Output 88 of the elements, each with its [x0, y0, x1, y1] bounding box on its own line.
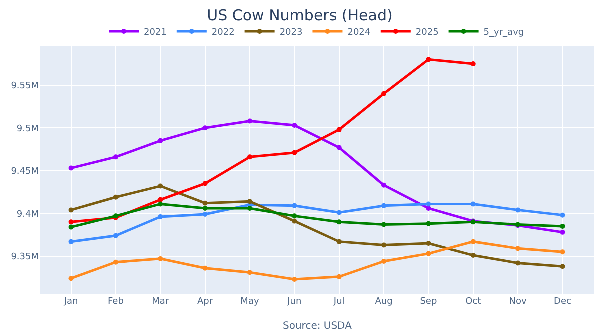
point [382, 259, 387, 264]
chart-title: US Cow Numbers (Head) [207, 6, 393, 25]
x-tick-label: Apr [198, 297, 214, 307]
point [426, 241, 432, 246]
point [292, 123, 298, 128]
point [560, 250, 566, 255]
point [247, 154, 252, 160]
point [247, 118, 252, 124]
point [158, 256, 164, 262]
point [292, 218, 298, 224]
x-tick-label: Jul [332, 297, 345, 307]
legend-label: 2024 [348, 28, 371, 38]
x-tick-label: Oct [466, 297, 482, 307]
point [382, 203, 387, 208]
point [113, 194, 118, 200]
point [470, 202, 476, 207]
legend-label: 2022 [212, 28, 235, 38]
x-tick-label: May [240, 297, 260, 307]
point [470, 239, 476, 244]
point [113, 260, 118, 265]
point [292, 214, 298, 219]
point [68, 224, 74, 230]
point [336, 239, 342, 244]
x-tick-label: Jan [63, 297, 78, 307]
point [158, 184, 164, 189]
point [336, 145, 342, 150]
point [560, 230, 566, 235]
point [516, 208, 521, 213]
y-tick-label: 9.4M [16, 210, 39, 220]
x-tick-label: Mar [152, 297, 170, 307]
point [202, 212, 208, 217]
point [470, 61, 476, 66]
y-tick-label: 9.55M [11, 81, 39, 92]
point [202, 266, 208, 271]
point [292, 150, 298, 156]
point [158, 197, 164, 202]
point [382, 222, 387, 228]
point [113, 233, 118, 238]
point [113, 154, 118, 160]
point [158, 214, 164, 220]
legend-label: 2021 [144, 28, 167, 38]
point [158, 138, 164, 144]
point [336, 220, 342, 225]
point [247, 206, 252, 211]
point [426, 202, 432, 207]
point [560, 264, 566, 270]
point [560, 224, 566, 229]
point [202, 181, 208, 186]
point [426, 57, 432, 62]
point [202, 200, 208, 206]
point [292, 203, 298, 208]
point [68, 220, 74, 225]
x-tick-label: Dec [554, 297, 572, 307]
x-tick-label: Sep [420, 297, 438, 307]
legend-label: 2025 [416, 28, 439, 38]
point [68, 208, 74, 213]
y-tick-label: 9.35M [11, 252, 39, 263]
y-tick-label: 9.45M [11, 167, 39, 178]
point [382, 182, 387, 188]
point [516, 246, 521, 252]
point [560, 212, 566, 218]
point [336, 210, 342, 216]
point [426, 251, 432, 256]
source-note: Source: USDA [283, 321, 352, 332]
point [336, 274, 342, 280]
point [382, 91, 387, 96]
point [247, 270, 252, 276]
point [68, 276, 74, 282]
point [426, 206, 432, 211]
x-tick-label: Aug [375, 297, 393, 307]
point [470, 253, 476, 258]
legend-label: 2023 [280, 28, 303, 38]
point [247, 199, 252, 204]
x-tick-label: Jun [286, 297, 302, 307]
x-tick-label: Nov [509, 297, 528, 307]
y-tick-label: 9.5M [16, 124, 39, 134]
point [382, 242, 387, 248]
point [202, 206, 208, 211]
point [426, 221, 432, 226]
point [68, 239, 74, 244]
point [202, 126, 208, 131]
x-tick-label: Feb [108, 297, 124, 307]
point [336, 127, 342, 132]
point [516, 260, 521, 266]
point [292, 276, 298, 282]
point [158, 202, 164, 207]
point [68, 166, 74, 171]
legend-label: 5_yr_avg [484, 28, 524, 38]
